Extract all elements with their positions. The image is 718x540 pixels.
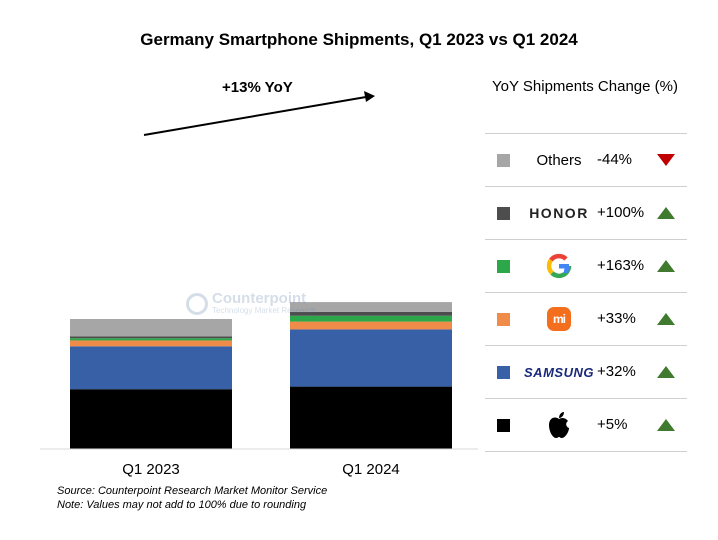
legend-row-xiaomi: mi +33% (485, 292, 687, 345)
legend-row-others: Others -44% (485, 133, 687, 186)
samsung-logo: SAMSUNG (524, 364, 594, 380)
x-tick-label: Q1 2024 (342, 461, 400, 478)
bar-segment-google-1 (70, 338, 232, 341)
legend: Others -44% HONOR +100% +163% mi +33% S (485, 133, 687, 452)
bar-segment-honor-2 (290, 311, 452, 316)
up-triangle-icon (657, 366, 675, 378)
yoy-arrow-head (364, 91, 375, 102)
bar-segment-samsung-2 (290, 329, 452, 387)
source-note: Source: Counterpoint Research Market Mon… (57, 485, 328, 497)
watermark: Counterpoint Technology Market Research (186, 290, 316, 315)
legend-row-samsung: SAMSUNG +32% (485, 345, 687, 398)
x-tick-label: Q1 2023 (122, 461, 180, 478)
up-triangle-icon (657, 207, 675, 219)
legend-change-samsung: +32% (597, 363, 636, 380)
bar-segment-xiaomi-2 (290, 321, 452, 330)
legend-change-google: +163% (597, 257, 645, 274)
google-logo-icon (546, 253, 572, 279)
watermark-name: Counterpoint (212, 290, 307, 307)
legend-change-apple: +5% (597, 416, 628, 433)
legend-swatch-honor (497, 207, 510, 220)
legend-swatch-samsung (497, 366, 510, 379)
legend-change-xiaomi: +33% (597, 310, 636, 327)
up-triangle-icon (657, 313, 675, 325)
bar-segment-apple-1 (70, 389, 232, 449)
legend-change-honor: +100% (597, 204, 645, 221)
apple-logo-icon (549, 412, 569, 438)
xiaomi-logo-icon: mi (547, 307, 571, 331)
rounding-note: Note: Values may not add to 100% due to … (57, 499, 307, 511)
up-triangle-icon (657, 419, 675, 431)
up-triangle-icon (657, 260, 675, 272)
legend-label-others: Others (536, 151, 582, 169)
bar-segment-others-1 (70, 319, 232, 337)
legend-change-others: -44% (597, 151, 633, 168)
counterpoint-logo-icon (186, 292, 208, 315)
chart-title: Germany Smartphone Shipments, Q1 2023 vs… (140, 30, 578, 49)
bar-segment-honor-1 (70, 336, 232, 339)
down-triangle-icon (657, 154, 675, 166)
legend-swatch-xiaomi (497, 313, 510, 326)
bar-segment-xiaomi-1 (70, 340, 232, 347)
legend-swatch-apple (497, 419, 510, 432)
bar-segment-google-2 (290, 315, 452, 322)
watermark-subtitle: Technology Market Research (212, 306, 316, 315)
legend-swatch-google (497, 260, 510, 273)
bar-segment-apple-2 (290, 386, 452, 449)
bar-segment-others-2 (290, 302, 452, 312)
honor-logo: HONOR (529, 205, 589, 221)
legend-row-honor: HONOR +100% (485, 186, 687, 239)
legend-swatch-others (497, 154, 510, 167)
legend-header: YoY Shipments Change (%) (492, 78, 678, 95)
bar-segment-samsung-1 (70, 346, 232, 390)
legend-row-apple: +5% (485, 398, 687, 452)
yoy-annotation: +13% YoY (222, 79, 293, 96)
yoy-arrow-line (143, 96, 367, 136)
legend-row-google: +163% (485, 239, 687, 292)
